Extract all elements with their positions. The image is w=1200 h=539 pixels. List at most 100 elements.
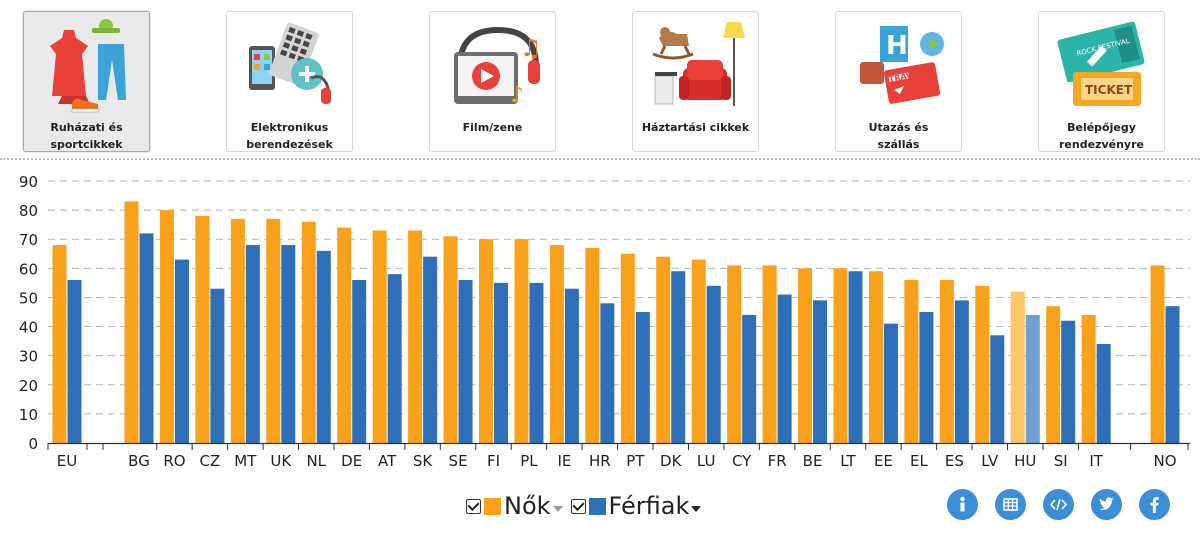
legend-item-ferfiak[interactable]: Férfiak: [570, 492, 702, 520]
bar-ferfiak-cz[interactable]: [210, 288, 225, 443]
info-button[interactable]: [947, 489, 978, 520]
bar-nok-uk[interactable]: [266, 218, 281, 443]
bar-ferfiak-ro[interactable]: [174, 259, 189, 443]
bar-nok-ro[interactable]: [159, 210, 174, 443]
bar-nok-hu[interactable]: [1010, 291, 1025, 443]
legend-checkbox-icon[interactable]: [570, 498, 586, 514]
bar-nok-be[interactable]: [798, 268, 813, 443]
bar-nok-cz[interactable]: [195, 215, 210, 443]
bar-ferfiak-at[interactable]: [387, 274, 402, 443]
bar-nok-fi[interactable]: [479, 239, 493, 443]
tab-travel-accommodation[interactable]: H TRAVEL Utazás és szállás: [835, 11, 962, 152]
bar-nok-hr[interactable]: [585, 247, 600, 443]
bar-nok-de[interactable]: [337, 227, 352, 443]
bar-nok-dk[interactable]: [656, 256, 671, 443]
y-tick-label: 0: [28, 435, 38, 453]
legend-checkbox-icon[interactable]: [466, 498, 481, 514]
bar-nok-lt[interactable]: [833, 268, 848, 443]
section-divider: [0, 158, 1200, 160]
bar-nok-at[interactable]: [372, 230, 387, 443]
bar-ferfiak-cy[interactable]: [742, 314, 757, 443]
bar-ferfiak-pl[interactable]: [529, 282, 544, 443]
bar-nok-se[interactable]: [443, 236, 458, 443]
bar-ferfiak-fr[interactable]: [777, 294, 792, 443]
x-tick-label: DK: [660, 452, 683, 470]
bar-nok-ie[interactable]: [549, 245, 564, 443]
tab-electronics[interactable]: Elektronikus berendezések: [226, 11, 353, 152]
twitter-button[interactable]: [1091, 489, 1122, 520]
y-tick-label: 10: [19, 406, 38, 424]
bar-ferfiak-uk[interactable]: [281, 245, 296, 443]
legend-label: Férfiak: [608, 492, 690, 520]
bar-ferfiak-mt[interactable]: [245, 245, 260, 443]
table-icon: [1003, 498, 1018, 511]
tab-label-line1: Ruházati és: [50, 121, 123, 134]
bar-nok-si[interactable]: [1046, 306, 1061, 443]
bar-ferfiak-se[interactable]: [458, 279, 473, 443]
bar-ferfiak-lt[interactable]: [848, 271, 863, 443]
bar-ferfiak-es[interactable]: [954, 300, 969, 443]
bar-ferfiak-bg[interactable]: [139, 233, 154, 443]
tab-film-music[interactable]: ♫ ♪ Film/zene: [429, 11, 556, 152]
bar-ferfiak-fi[interactable]: [494, 282, 508, 443]
table-button[interactable]: [995, 489, 1026, 520]
facebook-button[interactable]: [1139, 489, 1170, 520]
bar-ferfiak-dk[interactable]: [671, 271, 686, 443]
tab-event-ticket[interactable]: ROCK FESTIVAL TICKET Belépőjegy rendezvén…: [1038, 11, 1165, 152]
bar-ferfiak-be[interactable]: [813, 300, 828, 443]
tab-household-goods[interactable]: Háztartási cikkek: [632, 11, 759, 152]
bar-nok-it[interactable]: [1081, 314, 1096, 443]
chevron-down-icon[interactable]: [691, 506, 702, 512]
y-tick-label: 30: [19, 348, 38, 366]
bar-ferfiak-ee[interactable]: [883, 323, 898, 443]
bar-nok-es[interactable]: [939, 279, 954, 443]
tab-label-line1: Elektronikus: [250, 121, 329, 134]
bar-nok-pt[interactable]: [620, 253, 635, 443]
bar-ferfiak-sk[interactable]: [423, 256, 438, 443]
x-tick-label: AT: [378, 452, 397, 470]
embed-code-icon: [1049, 498, 1068, 511]
x-tick-label: BE: [803, 452, 823, 470]
x-tick-label: PT: [626, 452, 645, 470]
bar-ferfiak-pt[interactable]: [635, 312, 650, 443]
bar-ferfiak-ie[interactable]: [564, 288, 579, 443]
info-icon: [960, 496, 965, 512]
tab-clothing-sports[interactable]: Ruházati és sportcikkek: [23, 11, 150, 152]
bar-nok-fr[interactable]: [762, 265, 777, 443]
x-tick-label: SE: [449, 452, 468, 470]
bar-ferfiak-si[interactable]: [1061, 320, 1076, 443]
bar-ferfiak-hu[interactable]: [1025, 314, 1040, 443]
bar-nok-el[interactable]: [904, 279, 919, 443]
bar-nok-mt[interactable]: [230, 218, 245, 443]
toolbar: [947, 489, 1187, 520]
tab-label-line1: Belépőjegy: [1067, 121, 1136, 134]
bar-ferfiak-nl[interactable]: [316, 250, 331, 443]
legend-swatch: [588, 497, 606, 515]
bar-nok-no[interactable]: [1150, 265, 1165, 443]
tab-label-line2: szállás: [877, 138, 920, 151]
bar-nok-bg[interactable]: [124, 201, 139, 443]
legend-item-nok[interactable]: Nők: [466, 492, 563, 520]
y-tick-label: 40: [19, 319, 38, 337]
bar-nok-lu[interactable]: [691, 259, 706, 443]
bar-nok-nl[interactable]: [301, 221, 316, 443]
category-tabs: Ruházati és sportcikkek Elektronikus beren…: [0, 0, 1200, 160]
bar-ferfiak-hr[interactable]: [600, 303, 615, 443]
bar-ferfiak-lv[interactable]: [990, 335, 1005, 443]
chevron-down-icon[interactable]: [552, 506, 563, 512]
bar-ferfiak-it[interactable]: [1096, 344, 1111, 443]
bar-ferfiak-no[interactable]: [1165, 306, 1180, 443]
x-tick-label: FR: [768, 452, 787, 470]
bar-nok-cy[interactable]: [727, 265, 742, 443]
bar-nok-lv[interactable]: [975, 285, 990, 443]
embed-code-button[interactable]: [1043, 489, 1074, 520]
bar-ferfiak-lu[interactable]: [706, 285, 721, 443]
bar-nok-eu[interactable]: [52, 245, 67, 443]
bar-nok-sk[interactable]: [408, 230, 423, 443]
bar-ferfiak-eu[interactable]: [67, 279, 82, 443]
bar-ferfiak-de[interactable]: [352, 279, 367, 443]
bar-nok-pl[interactable]: [514, 239, 529, 443]
x-tick-label: HU: [1014, 452, 1036, 470]
bar-nok-ee[interactable]: [868, 271, 883, 443]
bar-ferfiak-el[interactable]: [919, 312, 934, 443]
